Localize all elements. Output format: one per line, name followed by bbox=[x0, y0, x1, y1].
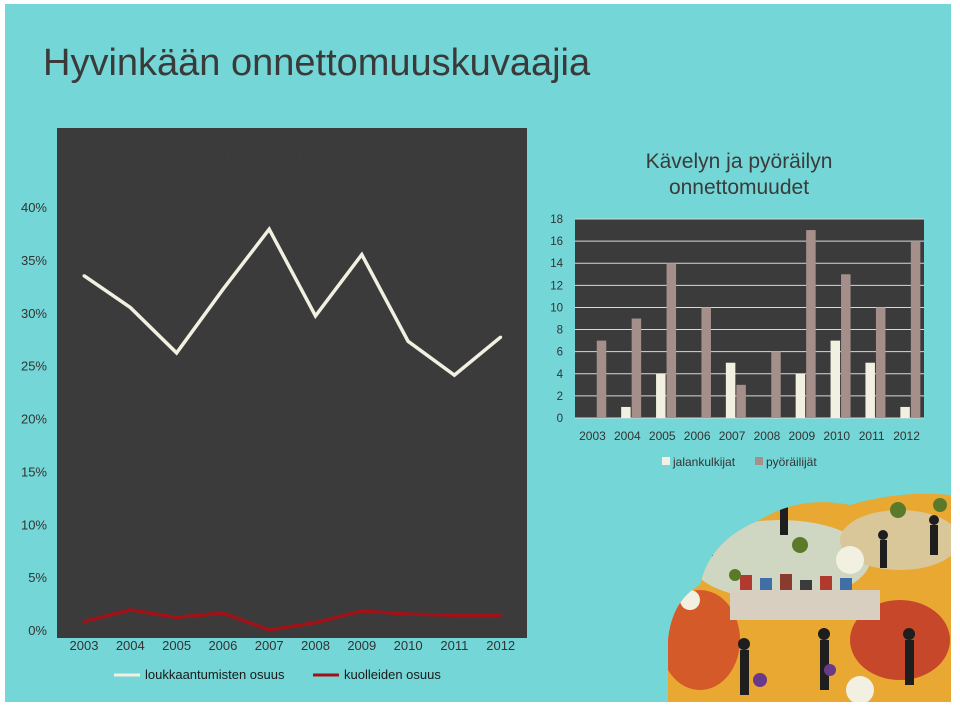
line-point bbox=[314, 314, 317, 318]
bar-chart-x-tick-label: 2006 bbox=[684, 429, 711, 443]
line-chart-title-line-2: osuus kaikista onnettomuuksista bbox=[118, 166, 435, 191]
bar-chart-y-tick-label: 12 bbox=[550, 280, 563, 292]
bar-pyorailijat bbox=[806, 230, 816, 418]
bar-chart-legend: jalankulkijat pyöräilijät bbox=[662, 455, 817, 469]
line-point bbox=[128, 608, 132, 612]
line-chart-y-tick-label: 30% bbox=[21, 306, 47, 321]
bar-chart-y-tick-label: 8 bbox=[557, 325, 563, 337]
bar-pyorailijat bbox=[771, 351, 781, 418]
line-series-loukkaantumisten bbox=[83, 225, 502, 378]
bar-jalankulkijat bbox=[656, 373, 666, 418]
bar-jalankulkijat bbox=[865, 362, 875, 418]
bar-chart-y-tick-label: 16 bbox=[550, 236, 563, 248]
bar-pyorailijat bbox=[596, 340, 607, 418]
line-chart-x-tick-label: 2005 bbox=[162, 638, 191, 653]
bar-chart-y-tick-label: 4 bbox=[557, 369, 564, 381]
line-chart-x-tick-label: 2006 bbox=[208, 638, 237, 653]
bar-jalankulkijat bbox=[795, 373, 806, 418]
bar-chart-title-line-1: Kävelyn ja pyöräilyn bbox=[646, 150, 833, 173]
line-chart-title-line-1: Henkilövahinko-onnettomuuksien bbox=[114, 140, 438, 165]
line-point bbox=[499, 335, 503, 339]
line-chart-y-tick-label: 0% bbox=[28, 623, 47, 638]
line-point bbox=[452, 613, 456, 617]
left-chart-area bbox=[57, 128, 527, 638]
line-point bbox=[267, 227, 271, 231]
bar-chart-y-tick-label: 10 bbox=[550, 302, 563, 314]
bar-jalankulkijat bbox=[725, 362, 736, 418]
line-point bbox=[499, 613, 503, 617]
line-chart-legend: loukkaantumisten osuus kuolleiden osuus bbox=[114, 667, 441, 682]
line-point bbox=[82, 620, 86, 624]
line-chart-y-tick-label: 40% bbox=[21, 200, 47, 215]
line-point bbox=[360, 609, 364, 613]
line-chart-y-tick-label: 5% bbox=[28, 570, 47, 585]
line-point bbox=[314, 621, 317, 625]
bar-chart-y-tick-label: 2 bbox=[557, 391, 563, 403]
bar-chart-x-tick-label: 2008 bbox=[754, 429, 781, 443]
line-point bbox=[221, 611, 225, 615]
bar-chart-y-tick-label: 14 bbox=[550, 258, 563, 270]
walking-cycling-bar-chart: Kävelyn ja pyöräilyn onnettomuudet 0 2 4 6 8… bbox=[550, 150, 924, 469]
line-point bbox=[267, 628, 271, 632]
line-chart-x-tick-label: 2003 bbox=[70, 638, 99, 653]
legend-label-loukkaantumisten: loukkaantumisten osuus bbox=[145, 667, 285, 682]
bar-chart-x-tick-label: 2004 bbox=[614, 429, 641, 443]
line-series-kuolleiden bbox=[83, 608, 501, 632]
injury-share-line-chart: Henkilövahinko-onnettomuuksien osuus kai… bbox=[21, 140, 515, 682]
page-title: Hyvinkään onnettomuuskuvaajia bbox=[43, 42, 591, 84]
line-point bbox=[360, 253, 364, 257]
legend-label-jalankulkijat: jalankulkijat bbox=[672, 455, 736, 469]
line-chart-y-tick-label: 20% bbox=[21, 412, 47, 427]
bar-chart-x-tick-label: 2010 bbox=[823, 429, 850, 443]
legend-swatch-jalankulkijat bbox=[662, 457, 670, 465]
line-chart-x-tick-label: 2009 bbox=[347, 638, 376, 653]
bar-pyorailijat bbox=[910, 241, 921, 418]
line-point bbox=[452, 373, 456, 377]
line-chart-y-tick-label: 15% bbox=[21, 464, 47, 479]
line-chart-x-tick-label: 2008 bbox=[301, 638, 330, 653]
line-point bbox=[175, 615, 179, 619]
legend-swatch-pyorailijat bbox=[755, 457, 763, 465]
line-chart-y-tick-label: 10% bbox=[21, 517, 47, 532]
line-chart-x-tick-label: 2010 bbox=[394, 638, 423, 653]
bar-jalankulkijat bbox=[621, 406, 631, 418]
legend-label-pyorailijat: pyöräilijät bbox=[766, 455, 817, 469]
bar-chart-x-tick-label: 2003 bbox=[579, 429, 606, 443]
line-chart-x-tick-label: 2011 bbox=[440, 638, 468, 653]
line-chart-y-tick-label: 35% bbox=[21, 253, 47, 268]
line-chart-x-tick-label: 2007 bbox=[255, 638, 284, 653]
line-chart-y-tick-label: 25% bbox=[21, 359, 47, 374]
bar-chart-x-tick-label: 2011 bbox=[859, 429, 885, 443]
bar-jalankulkijat bbox=[900, 406, 910, 418]
bar-chart-y-tick-label: 18 bbox=[550, 214, 563, 226]
line-point bbox=[82, 274, 86, 278]
bar-chart-x-tick-label: 2007 bbox=[719, 429, 746, 443]
line-chart-x-tick-label: 2004 bbox=[116, 638, 145, 653]
bar-pyorailijat bbox=[666, 263, 677, 418]
line-point bbox=[406, 612, 410, 616]
legend-label-kuolleiden: kuolleiden osuus bbox=[344, 667, 441, 682]
bar-pyorailijat bbox=[631, 318, 642, 418]
bar-pyorailijat bbox=[701, 307, 711, 418]
bar-chart-title-line-2: onnettomuudet bbox=[669, 176, 809, 199]
line-point bbox=[221, 287, 225, 291]
city-illustration bbox=[668, 493, 951, 702]
line-point bbox=[128, 305, 132, 309]
bar-pyorailijat bbox=[841, 274, 851, 418]
bar-chart-x-tick-label: 2005 bbox=[649, 429, 676, 443]
bar-chart-x-tick-label: 2009 bbox=[788, 429, 815, 443]
bar-chart-y-tick-label: 6 bbox=[557, 347, 563, 359]
bar-pyorailijat bbox=[736, 384, 746, 418]
bar-jalankulkijat bbox=[830, 340, 841, 418]
bar-pyorailijat bbox=[875, 307, 886, 418]
bar-chart-x-tick-label: 2012 bbox=[893, 429, 920, 443]
line-point bbox=[175, 351, 179, 355]
line-chart-x-tick-label: 2012 bbox=[486, 638, 515, 653]
line-point bbox=[406, 339, 410, 343]
bar-chart-y-tick-label: 0 bbox=[557, 413, 563, 425]
